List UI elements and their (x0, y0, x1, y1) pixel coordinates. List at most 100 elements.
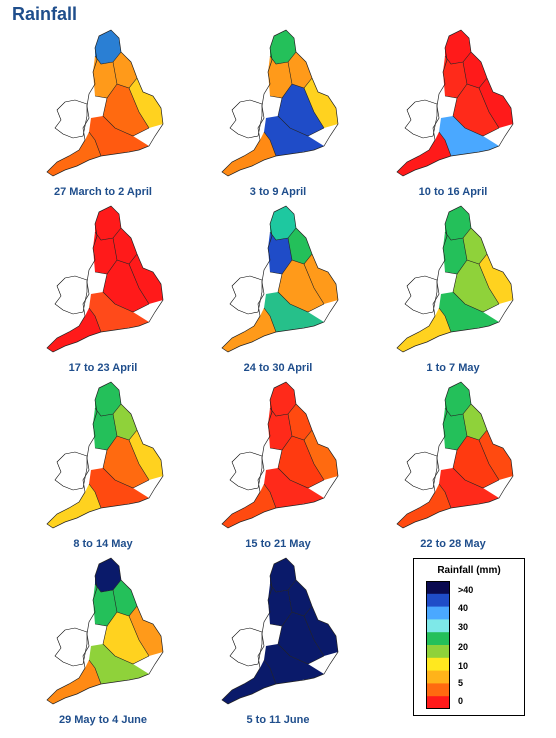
region-border (277, 97, 325, 137)
region-border (269, 51, 297, 65)
rainfall-region (288, 580, 312, 616)
map-caption: 8 to 14 May (73, 538, 133, 550)
legend-swatch (426, 619, 450, 633)
wales-outline (54, 451, 88, 491)
rainfall-region (129, 430, 163, 480)
rainfall-region (113, 580, 137, 616)
rainfall-region (103, 612, 149, 664)
rainfall-region (304, 78, 338, 128)
rainfall-region (304, 430, 338, 480)
england-outline (396, 205, 514, 353)
legend-bar-frame (426, 581, 450, 709)
rainfall-region (270, 382, 296, 416)
wales-outline (404, 99, 438, 139)
region-border (112, 413, 138, 441)
map-caption: 1 to 7 May (426, 362, 480, 374)
region-border (102, 625, 150, 665)
legend-title: Rainfall (mm) (437, 565, 501, 576)
rainfall-region (479, 254, 513, 304)
region-border (94, 579, 122, 593)
wales-outline (229, 275, 263, 315)
rainfall-region (264, 468, 324, 508)
rainfall-region (270, 30, 296, 64)
map-panel: 1 to 7 May (368, 200, 538, 378)
wales-outline (54, 99, 88, 139)
legend-swatch (426, 581, 450, 595)
rainfall-legend: Rainfall (mm) >40 40 30 20 10 5 0 (413, 558, 525, 716)
region-border (303, 615, 325, 657)
region-border (478, 439, 500, 481)
rainfall-region (304, 254, 338, 304)
map-panel: 10 to 16 April (368, 24, 538, 202)
wales-outline (229, 627, 263, 667)
region-border (94, 51, 122, 65)
region-border (94, 227, 122, 241)
legend-swatch (426, 645, 450, 659)
rainfall-region (304, 606, 338, 656)
england-outline (221, 557, 339, 705)
rainfall-region (113, 404, 137, 440)
rainfall-region (397, 308, 451, 352)
region-border (269, 227, 297, 241)
region-border (128, 439, 150, 481)
england-outline (46, 557, 164, 705)
legend-colorbar (426, 581, 450, 709)
region-border (263, 483, 277, 509)
legend-swatch (426, 683, 450, 697)
england-outline (221, 381, 339, 529)
rainfall-map (46, 381, 164, 529)
wales-outline (229, 99, 263, 139)
wales-outline (404, 275, 438, 315)
map-caption: 15 to 21 May (245, 538, 311, 550)
region-border (303, 439, 325, 481)
legend-swatch (426, 606, 450, 620)
page-title: Rainfall (12, 4, 78, 24)
rainfall-region (89, 116, 149, 156)
rainfall-region (288, 404, 312, 440)
rainfall-region (222, 660, 276, 704)
rainfall-map (46, 557, 164, 705)
region-border (102, 97, 150, 137)
map-panel: 24 to 30 April (193, 200, 363, 378)
rainfall-region (264, 644, 324, 684)
rainfall-region (445, 206, 471, 240)
rainfall-region (453, 260, 499, 312)
map-panel: 29 May to 4 June (18, 552, 188, 730)
rainfall-region (270, 206, 296, 240)
rainfall-region (264, 292, 324, 332)
region-border (438, 307, 452, 333)
rainfall-map (221, 205, 339, 353)
rainfall-region (95, 558, 121, 592)
wales-outline (229, 451, 263, 491)
rainfall-region (222, 132, 276, 176)
region-border (444, 403, 472, 417)
rainfall-map (396, 29, 514, 177)
region-border (452, 97, 500, 137)
rainfall-region (103, 260, 149, 312)
legend-label: 10 (458, 661, 469, 671)
legend-swatch (426, 696, 450, 709)
map-panel: 3 to 9 April (193, 24, 363, 202)
map-panel: 8 to 14 May (18, 376, 188, 554)
map-panel: 27 March to 2 April (18, 24, 188, 202)
legend-label: 5 (458, 678, 464, 688)
england-outline (221, 205, 339, 353)
rainfall-region (439, 292, 499, 332)
england-outline (396, 381, 514, 529)
region-border (112, 61, 138, 89)
region-border (303, 263, 325, 305)
region-border (478, 87, 500, 129)
region-border (277, 625, 325, 665)
region-border (444, 51, 472, 65)
region-border (263, 307, 277, 333)
region-border (462, 237, 488, 265)
region-border (277, 449, 325, 489)
rainfall-region (268, 56, 292, 98)
region-border (287, 589, 313, 617)
rainfall-region (89, 644, 149, 684)
region-border (444, 227, 472, 241)
rainfall-region (268, 408, 292, 450)
rainfall-region (95, 382, 121, 416)
rainfall-map (396, 205, 514, 353)
legend-label: 0 (458, 696, 464, 706)
